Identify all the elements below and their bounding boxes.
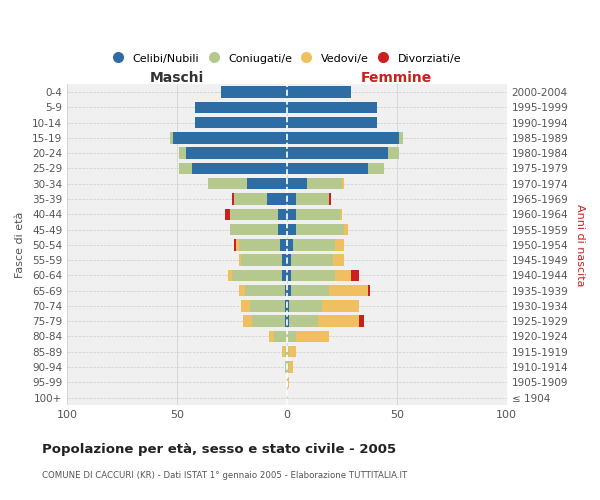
Bar <box>307 178 342 190</box>
Bar <box>173 132 287 143</box>
Bar <box>287 270 291 281</box>
Bar <box>227 270 232 281</box>
Bar <box>287 316 289 327</box>
Bar <box>243 316 252 327</box>
Y-axis label: Anni di nascita: Anni di nascita <box>575 204 585 286</box>
Bar <box>194 117 287 128</box>
Bar <box>333 254 344 266</box>
Bar <box>289 361 293 372</box>
Bar <box>267 194 287 204</box>
Bar <box>186 148 287 159</box>
Bar <box>284 316 287 327</box>
Bar <box>296 194 329 204</box>
Bar <box>289 300 322 312</box>
Bar <box>287 300 289 312</box>
Bar <box>230 224 278 235</box>
Text: Femmine: Femmine <box>361 72 433 86</box>
Bar <box>329 285 368 296</box>
Bar <box>368 285 370 296</box>
Bar <box>359 316 364 327</box>
Bar <box>399 132 403 143</box>
Legend: Celibi/Nubili, Coniugati/e, Vedovi/e, Divorziati/e: Celibi/Nubili, Coniugati/e, Vedovi/e, Di… <box>108 48 466 68</box>
Bar <box>241 254 283 266</box>
Bar <box>317 316 359 327</box>
Bar <box>283 346 284 358</box>
Bar <box>208 178 247 190</box>
Bar <box>287 254 291 266</box>
Bar <box>284 361 287 372</box>
Bar <box>239 239 280 250</box>
Bar <box>287 86 350 98</box>
Bar <box>234 239 236 250</box>
Bar <box>287 285 291 296</box>
Bar <box>287 208 296 220</box>
Bar <box>278 208 287 220</box>
Bar <box>221 86 287 98</box>
Text: Popolazione per età, sesso e stato civile - 2005: Popolazione per età, sesso e stato civil… <box>42 442 396 456</box>
Y-axis label: Fasce di età: Fasce di età <box>15 212 25 278</box>
Bar <box>287 178 307 190</box>
Bar <box>287 132 399 143</box>
Bar <box>287 102 377 113</box>
Bar <box>342 178 344 190</box>
Bar <box>230 208 278 220</box>
Bar <box>245 285 284 296</box>
Bar <box>232 270 283 281</box>
Bar <box>236 239 239 250</box>
Bar <box>296 208 340 220</box>
Bar <box>278 224 287 235</box>
Bar <box>296 330 329 342</box>
Bar <box>284 300 287 312</box>
Bar <box>287 224 296 235</box>
Bar <box>170 132 173 143</box>
Bar <box>388 148 399 159</box>
Bar <box>239 254 241 266</box>
Bar <box>287 117 377 128</box>
Bar <box>232 194 234 204</box>
Bar <box>234 194 267 204</box>
Bar <box>287 330 296 342</box>
Bar <box>179 148 186 159</box>
Bar <box>329 194 331 204</box>
Bar <box>350 270 359 281</box>
Bar <box>179 162 193 174</box>
Bar <box>289 346 296 358</box>
Bar <box>291 270 335 281</box>
Bar <box>287 194 296 204</box>
Bar <box>280 239 287 250</box>
Bar <box>289 316 317 327</box>
Bar <box>283 270 287 281</box>
Bar <box>226 208 230 220</box>
Bar <box>194 102 287 113</box>
Bar <box>291 285 329 296</box>
Bar <box>269 330 274 342</box>
Bar <box>291 254 333 266</box>
Text: Maschi: Maschi <box>150 72 204 86</box>
Bar <box>287 361 289 372</box>
Text: COMUNE DI CACCURI (KR) - Dati ISTAT 1° gennaio 2005 - Elaborazione TUTTITALIA.IT: COMUNE DI CACCURI (KR) - Dati ISTAT 1° g… <box>42 471 407 480</box>
Bar <box>239 285 245 296</box>
Bar <box>274 330 287 342</box>
Bar <box>335 239 344 250</box>
Bar <box>283 254 287 266</box>
Bar <box>368 162 383 174</box>
Bar <box>340 208 342 220</box>
Bar <box>284 346 287 358</box>
Bar <box>287 376 289 388</box>
Bar <box>252 316 284 327</box>
Bar <box>296 224 344 235</box>
Bar <box>250 300 284 312</box>
Bar <box>284 285 287 296</box>
Bar <box>335 270 350 281</box>
Bar <box>247 178 287 190</box>
Bar <box>287 162 368 174</box>
Bar <box>293 239 335 250</box>
Bar <box>322 300 359 312</box>
Bar <box>287 148 388 159</box>
Bar <box>287 346 289 358</box>
Bar <box>287 239 293 250</box>
Bar <box>241 300 250 312</box>
Bar <box>344 224 349 235</box>
Bar <box>193 162 287 174</box>
